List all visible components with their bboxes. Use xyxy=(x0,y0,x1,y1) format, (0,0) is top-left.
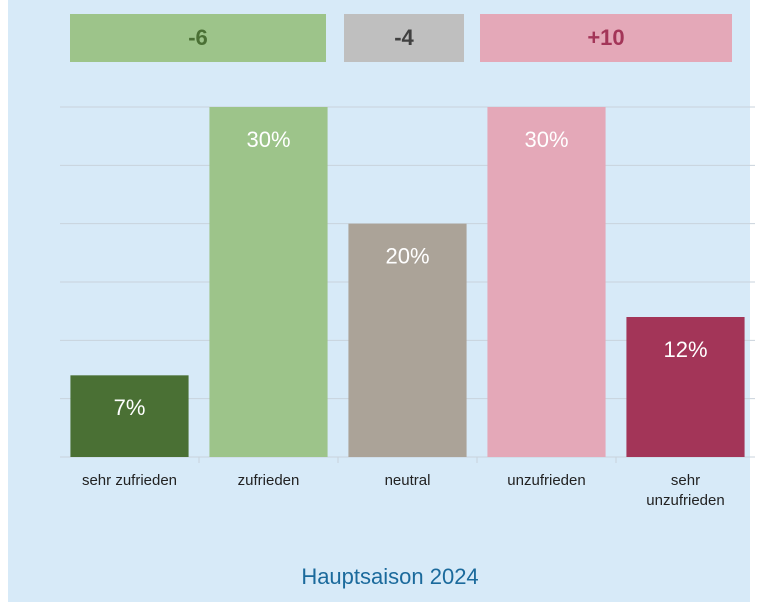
x-tick-label: zufrieden xyxy=(237,472,300,489)
x-tick-label: sehr unzufrieden xyxy=(646,472,725,509)
annotation-text: -6 xyxy=(188,25,208,50)
bar xyxy=(70,375,189,457)
bar xyxy=(209,107,328,457)
annotation-box xyxy=(480,14,732,62)
value-label: 30% xyxy=(246,127,290,152)
annotation-text: +10 xyxy=(587,25,624,50)
bar xyxy=(626,317,745,457)
annotation-box xyxy=(70,14,326,62)
annotation-text: -4 xyxy=(394,25,414,50)
x-tick-label: sehr zufrieden xyxy=(81,472,178,489)
value-label: 12% xyxy=(663,337,707,362)
x-tick-label: unzufrieden xyxy=(507,472,586,489)
bar xyxy=(487,107,606,457)
value-label: 20% xyxy=(385,243,429,268)
chart-title: Hauptsaison 2024 xyxy=(301,564,478,589)
annotation-box xyxy=(344,14,464,62)
x-tick-label: neutral xyxy=(384,472,431,489)
bar xyxy=(348,223,467,457)
value-label: 7% xyxy=(114,395,146,420)
value-label: 30% xyxy=(524,127,568,152)
